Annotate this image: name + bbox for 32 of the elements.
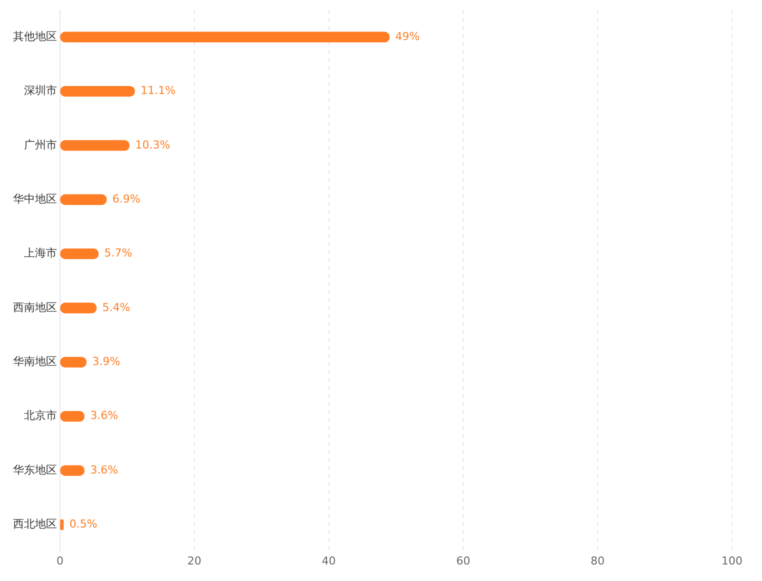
data-label: 5.4% xyxy=(102,300,130,314)
x-tick-label: 60 xyxy=(456,554,470,568)
y-tick-label: 深圳市 xyxy=(24,84,57,98)
x-tick-label: 80 xyxy=(590,554,605,568)
y-tick-label: 华东地区 xyxy=(13,463,57,476)
bar xyxy=(60,248,99,260)
bar xyxy=(60,140,130,151)
y-tick-label: 上海市 xyxy=(24,246,57,260)
bar xyxy=(60,86,135,97)
data-label: 49% xyxy=(395,30,420,43)
data-label: 3.6% xyxy=(90,463,118,476)
y-tick-label: 广州市 xyxy=(24,138,57,152)
data-label: 3.9% xyxy=(92,355,120,368)
y-tick-label: 华南地区 xyxy=(13,355,57,368)
data-label: 10.3% xyxy=(135,138,170,152)
y-tick-label: 华中地区 xyxy=(13,192,57,206)
bar xyxy=(60,32,390,42)
data-label: 6.9% xyxy=(112,192,140,206)
bar xyxy=(60,302,97,314)
data-label: 3.6% xyxy=(90,409,118,422)
y-tick-label: 西南地区 xyxy=(13,300,57,314)
bar xyxy=(60,194,107,205)
x-tick-label: 20 xyxy=(187,554,202,568)
y-tick-label: 其他地区 xyxy=(13,30,57,43)
data-label: 5.7% xyxy=(104,246,132,260)
x-tick-label: 100 xyxy=(722,554,742,568)
y-tick-label: 北京市 xyxy=(24,409,57,422)
data-label: 0.5% xyxy=(69,518,98,531)
x-tick-label: 40 xyxy=(322,554,336,568)
y-tick-label: 西北地区 xyxy=(13,518,57,531)
x-tick-label: 0 xyxy=(56,554,64,568)
data-label: 11.1% xyxy=(140,84,176,98)
